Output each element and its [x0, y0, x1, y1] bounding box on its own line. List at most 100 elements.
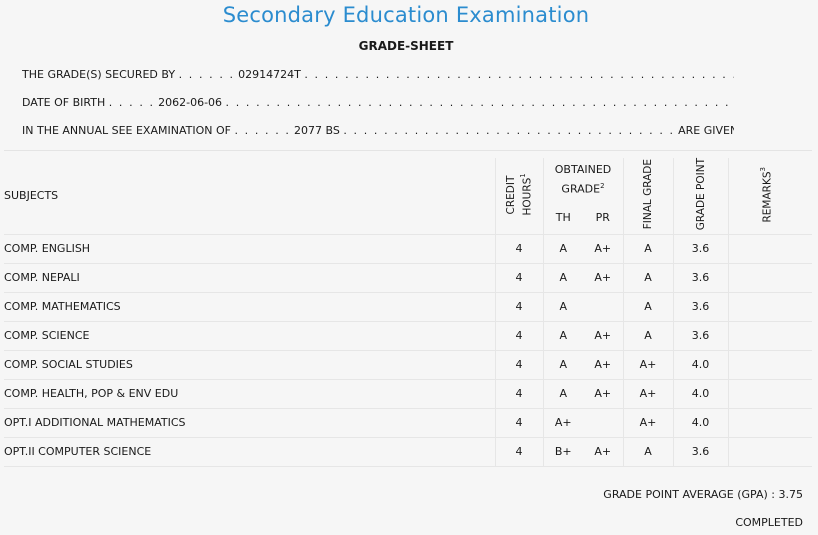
grade-point-cell: 3.6 [672, 321, 728, 351]
pr-grade-cell [583, 408, 623, 438]
given-below-text: ARE GIVEN BELOW [678, 124, 734, 137]
remarks-sup: 3 [758, 166, 767, 171]
dots: . . . . . . [234, 124, 291, 137]
subject-cell: COMP. SCIENCE [4, 321, 495, 351]
final-grade-cell: A+ [622, 350, 673, 380]
th-header: TH [542, 202, 583, 235]
subject-cell: COMP. NEPALI [4, 263, 495, 293]
final-grade-cell: A [622, 437, 673, 467]
page-title: Secondary Education Examination [222, 3, 590, 27]
exam-year: 2077 BS [294, 124, 340, 137]
th-grade-cell: A [542, 321, 583, 351]
grade-point-cell: 3.6 [672, 437, 728, 467]
final-grade-cell: A+ [622, 408, 673, 438]
table-row: COMP. SCIENCE 4 A A+ A 3.6 [4, 321, 812, 351]
date-of-birth-line: DATE OF BIRTH . . . . . 2062-06-06 . . .… [22, 96, 734, 109]
dots: . . . . . [108, 96, 155, 109]
exam-line: IN THE ANNUAL SEE EXAMINATION OF . . . .… [22, 124, 734, 137]
remarks-cell [727, 234, 812, 264]
gpa-summary: GRADE POINT AVERAGE (GPA) : 3.75 [603, 488, 803, 501]
grade-sheet-heading: GRADE-SHEET [358, 39, 454, 53]
pr-grade-cell: A+ [583, 437, 623, 467]
subjects-header: SUBJECTS [4, 158, 495, 235]
dots: . . . . . . . . . . . . . . . . . . . . … [304, 68, 734, 81]
final-grade-cell: A [622, 234, 673, 264]
grade-point-cell: 4.0 [672, 379, 728, 409]
dob-value: 2062-06-06 [158, 96, 223, 109]
grades-table: SUBJECTS CREDIT HOURS1 OBTAINED GRADE2 F… [4, 158, 812, 467]
remarks-header-text: REMARKS [761, 170, 773, 222]
gpa-label: GRADE POINT AVERAGE (GPA) : [603, 488, 775, 501]
dots: . . . . . . . . . . . . . . . . . . . . … [225, 96, 734, 109]
obtained-grade-header: OBTAINED GRADE2 [542, 158, 623, 202]
final-grade-header-text: FINAL GRADE [642, 159, 654, 230]
remarks-cell [727, 263, 812, 293]
grade-point-cell: 3.6 [672, 292, 728, 322]
table-row: COMP. ENGLISH 4 A A+ A 3.6 [4, 234, 812, 264]
grade-point-cell: 4.0 [672, 350, 728, 380]
grade-point-cell: 3.6 [672, 234, 728, 264]
gpa-value: 3.75 [778, 488, 804, 501]
pr-grade-cell: A+ [583, 321, 623, 351]
subject-cell: COMP. ENGLISH [4, 234, 495, 264]
obtained-grade-sup: 2 [600, 182, 605, 191]
table-row: COMP. HEALTH, POP & ENV EDU 4 A A+ A+ 4.0 [4, 379, 812, 409]
th-grade-cell: A [542, 292, 583, 322]
grade-point-header-text: GRADE POINT [694, 158, 707, 231]
pr-grade-cell: A+ [583, 350, 623, 380]
credit-hours-sup: 1 [518, 173, 527, 178]
subheader-row: TH PR [4, 202, 812, 235]
final-grade-cell: A [622, 263, 673, 293]
final-grade-cell: A [622, 292, 673, 322]
remarks-cell [727, 292, 812, 322]
th-grade-cell: A [542, 263, 583, 293]
subject-cell: OPT.II COMPUTER SCIENCE [4, 437, 495, 467]
grade-secured-by-label: THE GRADE(S) SECURED BY [22, 68, 176, 81]
remarks-cell [727, 379, 812, 409]
credit-hours-cell: 4 [494, 321, 543, 351]
final-grade-cell: A+ [622, 379, 673, 409]
grade-secured-by-line: THE GRADE(S) SECURED BY . . . . . . 0291… [22, 68, 734, 81]
table-row: OPT.II COMPUTER SCIENCE 4 B+ A+ A 3.6 [4, 437, 812, 467]
th-grade-cell: B+ [542, 437, 583, 467]
dots: . . . . . . [178, 68, 235, 81]
credit-hours-cell: 4 [494, 263, 543, 293]
credit-hours-cell: 4 [494, 234, 543, 264]
th-grade-cell: A [542, 379, 583, 409]
result-status: COMPLETED [735, 516, 803, 529]
remarks-header: REMARKS3 [727, 158, 812, 235]
remarks-cell [727, 437, 812, 467]
dob-label: DATE OF BIRTH [22, 96, 106, 109]
grade-point-cell: 4.0 [672, 408, 728, 438]
pr-grade-cell: A+ [583, 379, 623, 409]
pr-grade-cell: A+ [583, 234, 623, 264]
th-grade-cell: A [542, 234, 583, 264]
subject-cell: COMP. MATHEMATICS [4, 292, 495, 322]
header-row: SUBJECTS CREDIT HOURS1 OBTAINED GRADE2 F… [4, 158, 812, 235]
dots: . . . . . . . . . . . . . . . . . . . . … [343, 124, 675, 137]
th-grade-cell: A+ [542, 408, 583, 438]
table-row: COMP. MATHEMATICS 4 A A 3.6 [4, 292, 812, 322]
table-row: COMP. SOCIAL STUDIES 4 A A+ A+ 4.0 [4, 350, 812, 380]
credit-hours-cell: 4 [494, 350, 543, 380]
remarks-cell [727, 408, 812, 438]
table-row: OPT.I ADDITIONAL MATHEMATICS 4 A+ A+ 4.0 [4, 408, 812, 438]
obtained-grade-header-text: OBTAINED GRADE [554, 163, 612, 196]
final-grade-header: FINAL GRADE [622, 158, 673, 235]
table-row: COMP. NEPALI 4 A A+ A 3.6 [4, 263, 812, 293]
credit-hours-header: CREDIT HOURS1 [494, 158, 543, 235]
pr-grade-cell [583, 292, 623, 322]
subject-cell: OPT.I ADDITIONAL MATHEMATICS [4, 408, 495, 438]
subject-cell: COMP. SOCIAL STUDIES [4, 350, 495, 380]
exam-label: IN THE ANNUAL SEE EXAMINATION OF [22, 124, 231, 137]
th-grade-cell: A [542, 350, 583, 380]
subject-cell: COMP. HEALTH, POP & ENV EDU [4, 379, 495, 409]
final-grade-cell: A [622, 321, 673, 351]
credit-hours-header-text: CREDIT HOURS [504, 174, 534, 216]
symbol-number: 02914724T [238, 68, 301, 81]
pr-grade-cell: A+ [583, 263, 623, 293]
grade-point-cell: 3.6 [672, 263, 728, 293]
remarks-cell [727, 350, 812, 380]
remarks-cell [727, 321, 812, 351]
credit-hours-cell: 4 [494, 292, 543, 322]
